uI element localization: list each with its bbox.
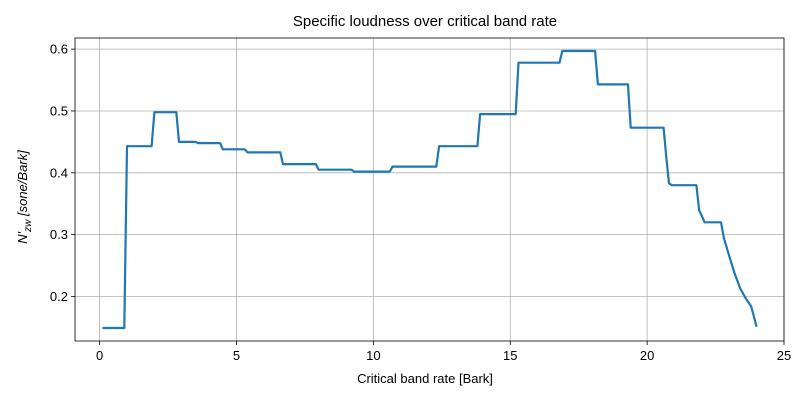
x-tick-label: 25	[777, 348, 791, 363]
y-tick-label: 0.4	[50, 165, 68, 180]
x-tick-label: 15	[503, 348, 517, 363]
y-tick-label: 0.2	[50, 289, 68, 304]
x-axis-label: Critical band rate [Bark]	[357, 371, 493, 386]
plot-area-frame	[74, 37, 785, 342]
y-axis-ticks: 0.2 0.3 0.4 0.5 0.6	[50, 42, 75, 304]
series-layer	[102, 49, 758, 330]
x-tick-label: 20	[640, 348, 654, 363]
series-line	[102, 49, 758, 330]
y-axis-label-unit: [sone/Bark]	[15, 150, 30, 217]
x-tick-label: 5	[233, 348, 240, 363]
chart-title: Specific loudness over critical band rat…	[293, 13, 557, 30]
y-tick-label: 0.6	[50, 42, 68, 57]
y-tick-label: 0.3	[50, 227, 68, 242]
y-axis-label-main: N'	[15, 231, 30, 243]
y-axis-label-subscript: zw	[23, 219, 34, 233]
x-tick-label: 0	[96, 348, 103, 363]
x-tick-label: 10	[366, 348, 380, 363]
y-tick-label: 0.5	[50, 103, 68, 118]
y-axis-label: N'zw [sone/Bark]	[15, 150, 34, 244]
x-axis-ticks: 0 5 10 15 20 25	[96, 341, 791, 363]
y-grid-lines	[75, 48, 784, 297]
